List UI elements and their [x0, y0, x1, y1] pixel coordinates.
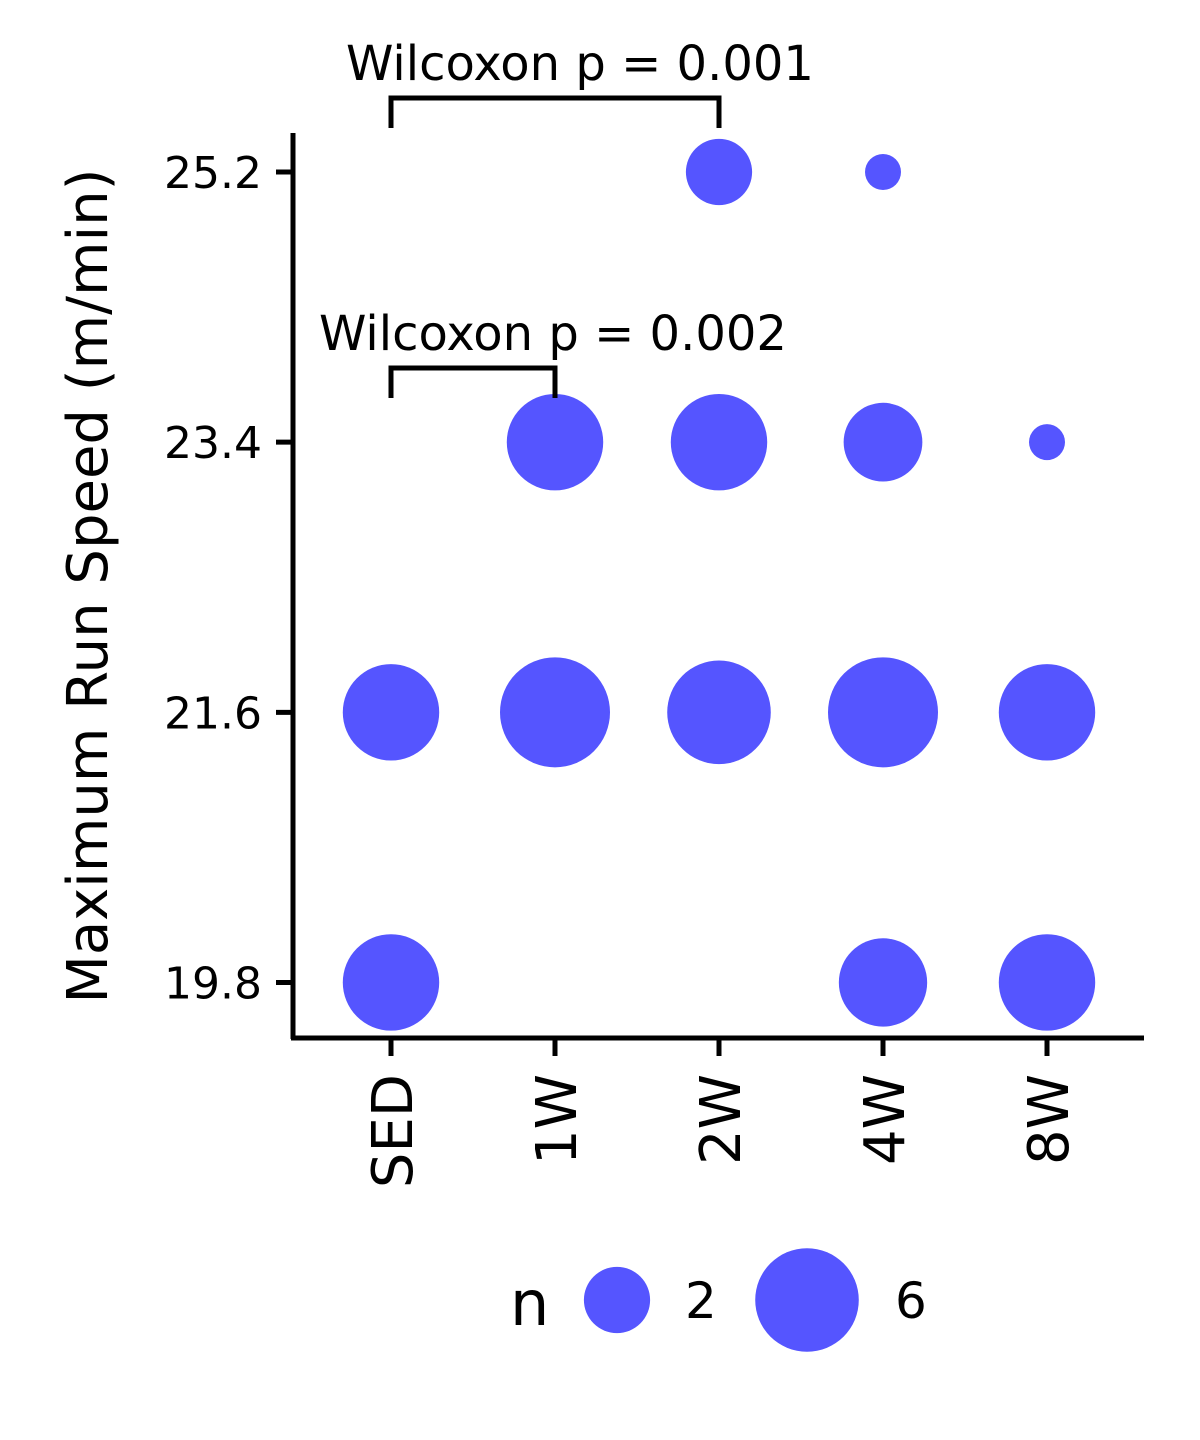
x-tick-label-4w: 4W	[853, 1074, 918, 1165]
data-point-8w-23-4	[1029, 424, 1065, 461]
data-point-sed-19-8	[342, 934, 440, 1031]
x-tick-label-2w: 2W	[689, 1074, 754, 1165]
data-point-sed-21-6	[342, 664, 440, 761]
data-point-2w-21-6	[667, 660, 771, 765]
x-tick-label-1w: 1W	[525, 1074, 590, 1165]
legend-label-6: 6	[895, 1272, 927, 1330]
data-point-4w-25-2	[865, 154, 901, 191]
data-point-4w-19-8	[838, 938, 928, 1027]
y-tick-label: 25.2	[164, 148, 262, 199]
significance-brackets: Wilcoxon p = 0.001 Wilcoxon p = 0.002	[319, 36, 814, 398]
data-point-1w-21-6	[500, 657, 610, 768]
data-point-4w-23-4	[843, 402, 923, 482]
legend-key-6	[755, 1248, 859, 1352]
y-axis-title: Maximum Run Speed (m/min)	[56, 169, 121, 1004]
bracket-sed-1w	[388, 365, 558, 398]
legend-title: n	[510, 1267, 549, 1340]
x-tick-label-sed: SED	[361, 1074, 426, 1188]
bracket-sed-2w	[388, 95, 722, 128]
bracket-label: Wilcoxon p = 0.001	[346, 36, 814, 92]
data-point-1w-23-4	[506, 393, 604, 491]
x-tick-label-8w: 8W	[1017, 1074, 1082, 1165]
points-layer	[342, 138, 1096, 1031]
legend-key-2	[583, 1266, 651, 1334]
bracket-label: Wilcoxon p = 0.002	[319, 306, 787, 362]
y-tick-label: 19.8	[164, 958, 262, 1009]
y-tick-label: 23.4	[164, 418, 262, 469]
data-point-4w-21-6	[828, 657, 938, 768]
x-ticks: SED 1W 2W 4W 8W	[361, 1038, 1082, 1188]
data-point-8w-19-8	[998, 934, 1096, 1031]
data-point-8w-21-6	[998, 664, 1096, 761]
axes	[290, 133, 1144, 1041]
y-ticks: 19.8 21.6 23.4 25.2	[164, 148, 293, 1009]
legend: n 2 6	[510, 1248, 927, 1352]
y-tick-label: 21.6	[164, 688, 262, 739]
data-point-2w-23-4	[670, 393, 768, 491]
legend-label-2: 2	[685, 1272, 717, 1330]
data-point-2w-25-2	[685, 138, 753, 206]
